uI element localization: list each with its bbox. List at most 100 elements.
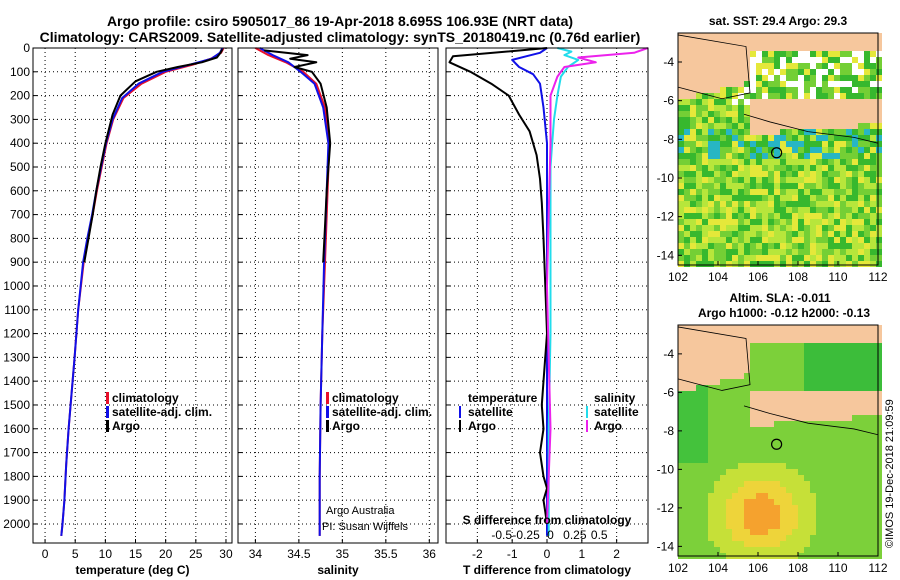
map-cell: [768, 135, 774, 141]
map-cell: [720, 445, 726, 451]
map-cell: [876, 129, 882, 135]
map-cell: [714, 81, 720, 87]
map-cell: [792, 123, 798, 129]
map-cell: [708, 75, 714, 81]
map-cell: [864, 81, 870, 87]
map-cell: [678, 33, 684, 39]
map-cell: [786, 397, 792, 403]
map-cell: [756, 493, 762, 499]
map-cell: [696, 499, 702, 505]
map-cell: [756, 421, 762, 427]
map-cell: [738, 135, 744, 141]
map-cell: [780, 243, 786, 249]
map-cell: [714, 403, 720, 409]
map-cell: [804, 427, 810, 433]
map-cell: [804, 373, 810, 379]
map-cell: [786, 391, 792, 397]
map-cell: [810, 93, 816, 99]
map-cell: [798, 249, 804, 255]
map-cell: [774, 451, 780, 457]
map-cell: [840, 75, 846, 81]
map-cell: [876, 403, 882, 409]
map-cell: [738, 385, 744, 391]
map-cell: [678, 249, 684, 255]
map-cell: [822, 409, 828, 415]
map-cell: [804, 355, 810, 361]
map-cell: [804, 183, 810, 189]
map-cell: [762, 385, 768, 391]
map-cell: [774, 33, 780, 39]
map-cell: [822, 249, 828, 255]
map-cell: [798, 51, 804, 57]
map-cell: [780, 529, 786, 535]
y-tick-label: 1900: [3, 493, 30, 507]
map-cell: [678, 189, 684, 195]
map-cell: [786, 249, 792, 255]
map-cell: [804, 325, 810, 331]
map-cell: [786, 355, 792, 361]
legend-label-t-satellite: satellite: [468, 405, 513, 419]
map-cell: [702, 415, 708, 421]
map-cell: [852, 81, 858, 87]
map-cell: [720, 183, 726, 189]
map-cell: [768, 403, 774, 409]
map-cell: [768, 63, 774, 69]
map-cell: [840, 511, 846, 517]
map-cell: [690, 141, 696, 147]
map-cell: [774, 39, 780, 45]
map-cell: [804, 337, 810, 343]
map-cell: [864, 159, 870, 165]
map-cell: [732, 111, 738, 117]
map-cell: [750, 421, 756, 427]
map-cell: [696, 469, 702, 475]
series-climatology: [254, 47, 331, 536]
map-cell: [762, 207, 768, 213]
map-cell: [846, 105, 852, 111]
map-cell: [810, 511, 816, 517]
map-cell: [822, 373, 828, 379]
map-cell: [684, 415, 690, 421]
map-cell: [876, 469, 882, 475]
map-cell: [762, 415, 768, 421]
map-cell: [786, 195, 792, 201]
map-cell: [846, 451, 852, 457]
map-cell: [744, 189, 750, 195]
map-cell: [780, 493, 786, 499]
map-cell: [822, 535, 828, 541]
map-cell: [732, 39, 738, 45]
x-tick-label: 15: [129, 547, 143, 561]
map-cell: [840, 195, 846, 201]
map-cell: [774, 99, 780, 105]
map-cell: [756, 213, 762, 219]
map-cell: [786, 75, 792, 81]
map-cell: [708, 225, 714, 231]
map-cell: [726, 195, 732, 201]
map-cell: [828, 159, 834, 165]
map-cell: [744, 177, 750, 183]
map-cell: [768, 57, 774, 63]
map-cell: [678, 481, 684, 487]
map-cell: [756, 195, 762, 201]
map-cell: [828, 69, 834, 75]
map-cell: [792, 535, 798, 541]
map-cell: [846, 421, 852, 427]
map-cell: [714, 529, 720, 535]
map-cell: [852, 541, 858, 547]
map-cell: [738, 337, 744, 343]
map-cell: [810, 105, 816, 111]
map-cell: [798, 343, 804, 349]
map-cell: [804, 75, 810, 81]
map-cell: [810, 433, 816, 439]
map-cell: [708, 51, 714, 57]
map-cell: [768, 535, 774, 541]
map-cell: [708, 373, 714, 379]
map-cell: [816, 337, 822, 343]
map-cell: [846, 325, 852, 331]
map-cell: [792, 337, 798, 343]
map-cell: [876, 177, 882, 183]
map-cell: [846, 147, 852, 153]
map-cell: [870, 379, 876, 385]
map-cell: [864, 523, 870, 529]
map-cell: [744, 69, 750, 75]
